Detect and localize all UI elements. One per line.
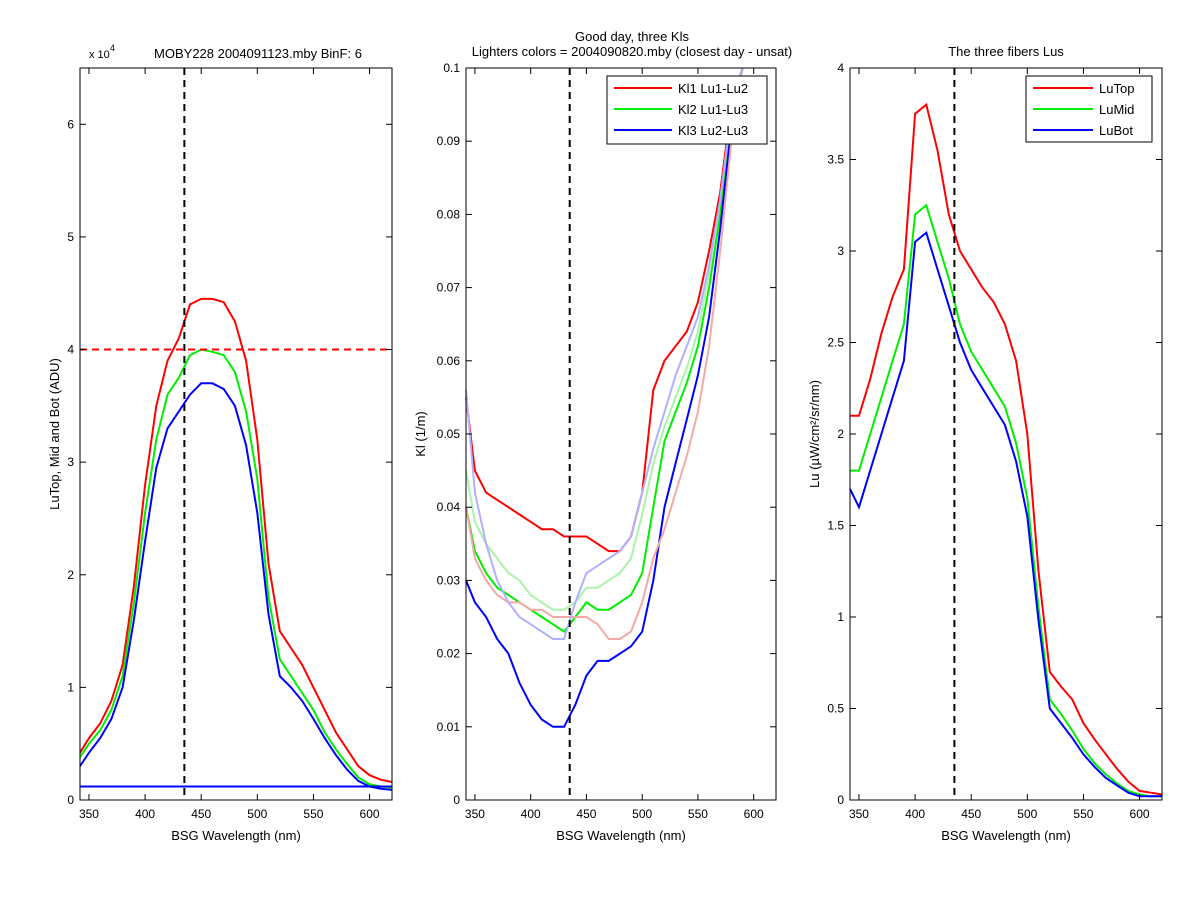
panel-lu-xtick-label: 450 (961, 807, 981, 821)
panel-kl-xtick-label: 450 (576, 807, 596, 821)
panel-raw-counts-xtick-label: 450 (191, 807, 211, 821)
panel-raw-counts-ytick-label: 1 (67, 680, 74, 694)
panel-kl-ytick-label: 0.07 (437, 281, 461, 295)
panel-raw-counts-xtick-label: 550 (303, 807, 323, 821)
panel-raw-counts-ytick-label: 0 (67, 793, 74, 807)
panel-kl-ytick-label: 0.01 (437, 720, 461, 734)
panel-lu-series (849, 68, 1163, 800)
panel-raw-counts-series-0 (79, 297, 393, 783)
panel-lu-ytick-label: 2.5 (827, 336, 844, 350)
legend-label-lutop: LuTop (1099, 81, 1134, 96)
panel-kl-xtick-label: 550 (688, 807, 708, 821)
panel-kl-xtick-label: 600 (744, 807, 764, 821)
panel-lu-ytick-label: 1 (837, 610, 844, 624)
legend-label-kl1: Kl1 Lu1-Lu2 (678, 81, 748, 96)
panel-lu-ticks: 350 400 450 500 550 600 0 0.5 1 1.5 2 2.5 3 3.5 4 (827, 61, 1162, 821)
panel-kl-series-3 (465, 67, 744, 640)
panel-lu-xlabel: BSG Wavelength (nm) (941, 828, 1071, 843)
panel-lu-xtick-label: 500 (1017, 807, 1037, 821)
panel-raw-counts: 350 400 450 500 550 600 0 1 2 3 4 5 6 x 10 4 MOBY228… (47, 43, 393, 843)
panel-kl: 350 400 450 500 550 600 0 0.01 0.02 0.03 0.04 0.05 0… (413, 61, 777, 843)
panel-kl-series-2 (465, 67, 744, 728)
panel-raw-counts-ylabel: LuTop, Mid and Bot (ADU) (47, 358, 62, 510)
panel-kl-series-5 (465, 67, 744, 640)
legend-label-kl2: Kl2 Lu1-Lu3 (678, 102, 748, 117)
legend-label-lumid: LuMid (1099, 102, 1134, 117)
legend-label-lubot: LuBot (1099, 123, 1133, 138)
panel-raw-counts-title: MOBY228 2004091123.mby BinF: 6 (154, 46, 362, 61)
panel-raw-counts-axes-box (79, 67, 393, 801)
panel-lu-series-2 (849, 230, 1162, 798)
panel-lu-ytick-label: 0 (837, 793, 844, 807)
panel-kl-xtick-label: 350 (465, 807, 485, 821)
panel-lu-ytick-label: 3 (837, 244, 844, 258)
panel-raw-counts-xtick-label: 600 (360, 807, 380, 821)
panel-kl-ticks: 350 400 450 500 550 600 0 0.01 0.02 0.03 0.04 0.05 0… (437, 61, 776, 821)
panel-lu-series-1 (850, 203, 1162, 798)
panel-lu-ytick-label: 2 (837, 427, 844, 441)
panel-kl-ytick-label: 0 (453, 793, 460, 807)
panel-kl-ytick-label: 0.08 (437, 207, 461, 221)
panel-raw-counts-series (79, 68, 393, 800)
panel-raw-counts-ytick-label: 3 (67, 455, 74, 469)
panel-kl-ytick-label: 0.04 (437, 500, 461, 514)
panel-raw-counts-xlabel: BSG Wavelength (nm) (171, 828, 301, 843)
panel-kl-ytick-label: 0.05 (437, 427, 461, 441)
panel-raw-counts-xtick-label: 400 (135, 807, 155, 821)
panel-kl-ytick-label: 0.1 (443, 61, 460, 75)
panel-raw-counts-ytick-label: 5 (67, 230, 74, 244)
panel-lu-legend: LuTop LuMid LuBot (1025, 75, 1153, 143)
panel-kl-xtick-label: 400 (521, 807, 541, 821)
panel-raw-counts-ytick-label: 4 (67, 343, 74, 357)
panel-kl-ytick-label: 0.03 (437, 573, 461, 587)
panel-kl-legend: Kl1 Lu1-Lu2 Kl2 Lu1-Lu3 Kl3 Lu2-Lu3 (606, 75, 768, 145)
panel-kl-ylabel: Kl (1/m) (413, 411, 428, 457)
panel-lu-ytick-label: 0.5 (827, 702, 844, 716)
panel-raw-counts-xtick-label: 500 (247, 807, 267, 821)
panel-kl-series (465, 67, 744, 800)
panel-lu-xtick-label: 550 (1073, 807, 1093, 821)
panel-lu-series-0 (850, 102, 1163, 796)
panel-lu: 350 400 450 500 550 600 0 0.5 1 1.5 2 2.5 3 3.5 4 The … (807, 44, 1163, 843)
panel-lu-title: The three fibers Lus (948, 44, 1064, 59)
figure-suptitle-line1: Good day, three Kls (575, 29, 689, 44)
panel-raw-counts-xtick-label: 350 (79, 807, 99, 821)
panel-raw-counts-series-1 (79, 348, 393, 789)
panel-kl-xtick-label: 500 (632, 807, 652, 821)
panel-kl-xlabel: BSG Wavelength (nm) (556, 828, 686, 843)
panel-kl-series-0 (465, 67, 744, 553)
panel-kl-series-4 (465, 67, 744, 611)
panel-kl-ytick-label: 0.09 (437, 134, 461, 148)
figure-suptitle-line2: Lighters colors = 2004090820.mby (closes… (472, 44, 792, 59)
panel-lu-xtick-label: 350 (849, 807, 869, 821)
panel-raw-counts-exponent-power: 4 (110, 43, 115, 53)
panel-raw-counts-series-2 (79, 382, 393, 791)
panel-raw-counts-ytick-label: 6 (67, 117, 74, 131)
panel-lu-ylabel: Lu (µW/cm²/sr/nm) (807, 380, 822, 488)
panel-lu-ytick-label: 4 (837, 61, 844, 75)
panel-raw-counts-ytick-label: 2 (67, 568, 74, 582)
panel-lu-ytick-label: 1.5 (827, 519, 844, 533)
panel-kl-ytick-label: 0.02 (437, 647, 461, 661)
panel-kl-ytick-label: 0.06 (437, 354, 461, 368)
panel-lu-ytick-label: 3.5 (827, 153, 844, 167)
panel-raw-counts-exponent-label: x 10 (89, 49, 110, 61)
panel-kl-series-1 (465, 67, 744, 633)
panel-lu-xtick-label: 400 (905, 807, 925, 821)
legend-label-kl3: Kl3 Lu2-Lu3 (678, 123, 748, 138)
panel-lu-xtick-label: 600 (1130, 807, 1150, 821)
panel-raw-counts-ticks: 350 400 450 500 550 600 0 1 2 3 4 5 6 (67, 68, 392, 821)
